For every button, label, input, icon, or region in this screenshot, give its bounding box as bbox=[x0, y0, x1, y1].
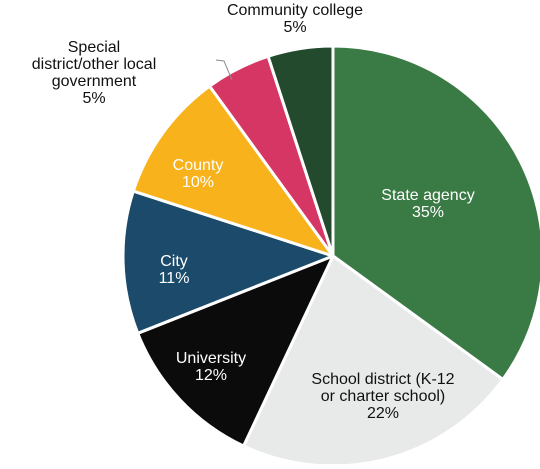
pie-category-label: School district (K-12 bbox=[311, 371, 454, 388]
pie-value-label: 10% bbox=[182, 174, 214, 191]
pie-label-state-agency: State agency 35% bbox=[381, 187, 474, 221]
pie-labels: State agency 35% School district (K-12 or c… bbox=[32, 2, 475, 422]
pie-value-label: 22% bbox=[367, 405, 399, 422]
pie-value-label: 11% bbox=[159, 270, 190, 287]
pie-value-label: 5% bbox=[82, 90, 105, 107]
pie-value-label: 5% bbox=[283, 19, 306, 36]
pie-category-label: district/other local bbox=[32, 56, 157, 73]
pie-label-city: City 11% bbox=[159, 253, 190, 287]
leader-line bbox=[215, 59, 233, 81]
pie-category-label: Special bbox=[68, 39, 120, 56]
pie-category-label: State agency bbox=[381, 187, 474, 204]
pie-slice-state-agency bbox=[331, 44, 540, 381]
pie-label-university: University 12% bbox=[176, 350, 246, 384]
pie-label-community-college: Community college 5% bbox=[227, 2, 363, 36]
pie-label-school-district-k-12: School district (K-12 or charter school) 2… bbox=[311, 371, 454, 422]
pie-category-label: County bbox=[173, 157, 224, 174]
pie-label-county: County 10% bbox=[173, 157, 224, 191]
pie-slice-county bbox=[131, 84, 335, 258]
pie-category-label: City bbox=[160, 253, 188, 270]
pie-category-label: University bbox=[176, 350, 246, 367]
pie-slices bbox=[121, 44, 540, 468]
pie-category-label: government bbox=[52, 73, 137, 90]
pie-slice-university bbox=[136, 254, 335, 448]
pie-label-special: Special district/other local government 5% bbox=[32, 39, 157, 107]
pie-category-label: Community college bbox=[227, 2, 363, 19]
pie-slice-community-college bbox=[266, 44, 335, 258]
pie-category-label: or charter school) bbox=[321, 388, 446, 405]
pie-value-label: 12% bbox=[195, 367, 227, 384]
pie-value-label: 35% bbox=[412, 204, 444, 221]
pie-slice-city bbox=[121, 189, 335, 335]
